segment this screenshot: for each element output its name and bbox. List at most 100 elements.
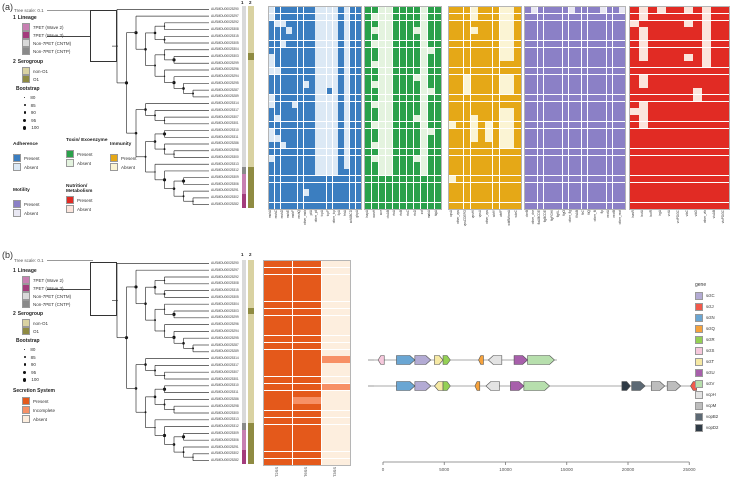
category-title: Adherence — [13, 142, 38, 147]
heatmap-toxin-exoenzyme-collabels: hapA nanH ace ctxAB rtxA rtxB rtxC rtxD zot makA h… — [364, 210, 440, 246]
bootstrap-item: 95 — [22, 118, 36, 123]
heatmap-cell — [675, 40, 684, 47]
heatmap-cell — [619, 115, 625, 122]
bootstrap-label: 85 — [30, 102, 36, 108]
serogroup-legend-title: 2 Serogroup — [13, 311, 43, 317]
heatmap-cell — [315, 169, 321, 176]
heatmap-cell — [720, 128, 729, 135]
heatmap-cell — [321, 431, 350, 438]
heatmap-cell — [478, 101, 485, 108]
gene-arrow-sctS — [377, 355, 385, 365]
heatmap-cell — [349, 34, 356, 41]
heatmap-cell — [531, 40, 538, 47]
heatmap-cell — [478, 88, 485, 95]
heatmap-cell — [292, 267, 322, 275]
heatmap-cell — [321, 94, 327, 101]
heatmap-cell — [420, 182, 428, 189]
heatmap-cell — [321, 7, 327, 14]
heatmap-cell — [507, 88, 514, 95]
bootstrap-dot — [24, 348, 26, 351]
heatmap-cell — [485, 115, 492, 122]
gene-legend-item: vopB2 — [695, 411, 718, 422]
tip-label: AUSMDU00025287 — [211, 342, 239, 347]
heatmap-nutrition-metabolism — [629, 6, 730, 210]
heatmap-cell — [492, 202, 500, 209]
category-absent-swatch — [66, 205, 74, 213]
heatmap-cell — [349, 67, 356, 74]
heatmap-cell — [332, 20, 338, 27]
heatmap-cell — [371, 13, 379, 20]
heatmap-cell — [274, 81, 281, 88]
heatmap-cell — [619, 34, 625, 41]
heatmap-cell — [399, 13, 407, 20]
heatmap-cell — [315, 162, 321, 169]
heatmap-cell — [292, 108, 298, 115]
heatmap-cell — [648, 162, 657, 169]
serogroup-strip-a-cell — [248, 79, 254, 87]
category-title: Nutrition/ Metabolism — [66, 184, 93, 195]
heatmap-cell — [338, 54, 344, 61]
heatmap-cell — [600, 169, 607, 176]
heatmap-cell — [332, 135, 338, 142]
heatmap-cell — [321, 189, 327, 196]
heatmap-collabel: makA — [426, 210, 433, 246]
heatmap-cell — [449, 142, 456, 149]
heatmap-cell — [292, 101, 298, 108]
heatmap-cell — [385, 135, 393, 142]
heatmap-cell — [449, 189, 456, 196]
heatmap-cell — [321, 342, 350, 350]
heatmap-cell — [550, 169, 556, 176]
heatmap-cell — [531, 54, 538, 61]
heatmap-cell — [594, 94, 600, 101]
heatmap-cell — [269, 88, 275, 95]
heatmap-cell — [406, 196, 414, 203]
heatmap-cell — [321, 322, 350, 329]
gene-legend-label: sctC — [706, 293, 715, 298]
heatmap-cell — [639, 67, 648, 74]
heatmap-cell — [378, 148, 386, 155]
heatmap-cell — [630, 196, 639, 203]
heatmap-cell — [556, 40, 563, 47]
heatmap-cell — [286, 20, 292, 27]
heatmap-cell — [378, 175, 386, 182]
heatmap-cell — [406, 189, 414, 196]
heatmap-cell — [365, 128, 372, 135]
heatmap-cell — [292, 47, 298, 54]
heatmap-cell — [525, 115, 531, 122]
heatmap-cell — [406, 47, 414, 54]
heatmap-cell — [556, 162, 563, 169]
heatmap-cell — [292, 451, 322, 459]
heatmap-cell — [434, 175, 441, 182]
heatmap-cell — [365, 169, 372, 176]
heatmap-cell — [619, 13, 625, 20]
tip-label: AUSMDU00025286 — [211, 141, 239, 146]
heatmap-cell — [326, 74, 333, 81]
heatmap-cell — [666, 13, 675, 20]
heatmap-cell — [684, 155, 693, 162]
bootstrap-item: 80 — [22, 347, 35, 352]
heatmap-cell — [315, 175, 321, 182]
heatmap-cell — [321, 301, 350, 309]
heatmap-cell — [711, 40, 720, 47]
heatmap-cell — [612, 121, 619, 128]
heatmap-cell — [675, 61, 684, 68]
heatmap-cell — [720, 40, 729, 47]
heatmap-cell — [657, 7, 666, 14]
heatmap-cell — [355, 20, 361, 27]
heatmap-cell — [499, 40, 507, 47]
heatmap-cell — [456, 121, 463, 128]
heatmap-cell — [562, 61, 569, 68]
heatmap-cell — [355, 67, 361, 74]
heatmap-cell — [321, 40, 327, 47]
heatmap-cell — [543, 101, 550, 108]
heatmap-cell — [684, 202, 693, 209]
heatmap-cell — [543, 27, 550, 34]
heatmap-cell — [581, 189, 588, 196]
heatmap-cell — [434, 13, 441, 20]
heatmap-cell — [485, 101, 492, 108]
heatmap-cell — [420, 142, 428, 149]
heatmap-cell — [434, 135, 441, 142]
heatmap-cell — [550, 74, 556, 81]
heatmap-cell — [274, 108, 281, 115]
heatmap-cell — [371, 196, 379, 203]
